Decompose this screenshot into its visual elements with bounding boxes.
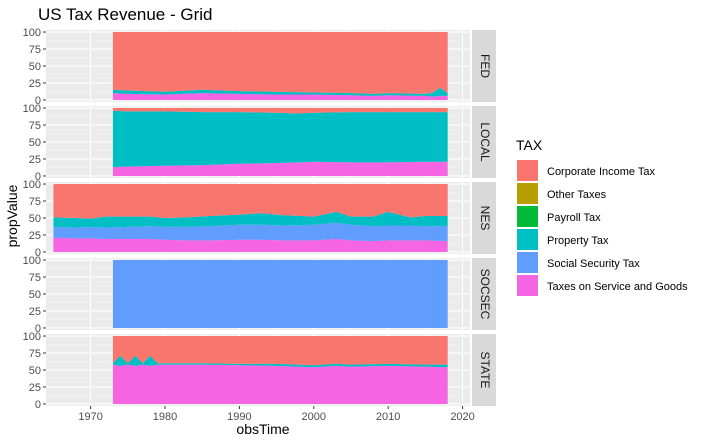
legend-key	[517, 275, 538, 296]
x-axis-label: obsTime	[236, 421, 289, 437]
area-taxes-on-service-and-goods	[112, 93, 448, 100]
y-tick-label: 0	[35, 323, 41, 335]
area-property-tax	[112, 355, 448, 368]
legend-key	[517, 206, 538, 227]
area-property-tax	[112, 110, 448, 168]
area-taxes-on-service-and-goods	[112, 364, 448, 404]
panel-fed: 0 25 50 75 100 FED	[23, 27, 496, 107]
y-tick-label: 25	[29, 154, 41, 166]
y-tick-label: 75	[29, 348, 41, 360]
y-tick-label: 0	[35, 399, 41, 411]
facet-strip	[472, 258, 496, 330]
area-corporate-income-tax	[112, 108, 448, 114]
panel-nes: 0 25 50 75 100 NES	[23, 179, 496, 259]
area-social-security-tax	[53, 222, 448, 242]
legend-label: Social Security Tax	[547, 258, 640, 270]
legend-label: Other Taxes	[547, 189, 607, 201]
y-tick-label: 100	[23, 27, 41, 39]
facet-strip	[472, 106, 496, 178]
y-tick-label: 100	[23, 103, 41, 115]
y-tick-label: 75	[29, 44, 41, 56]
x-axis: 1970 1980 1990 2000 2010 2020	[78, 406, 475, 423]
legend: TAX Corporate Income Tax Other Taxes Payro…	[516, 137, 688, 296]
x-tick-label: 1970	[78, 411, 102, 423]
panel-socsec: 0 25 50 75 100 SOCSEC	[23, 255, 496, 335]
area-corporate-income-tax	[53, 184, 448, 219]
facet-strip-label: FED	[478, 54, 492, 78]
x-tick-label: 1980	[153, 411, 177, 423]
y-tick-label: 75	[29, 120, 41, 132]
y-tick-label: 0	[35, 247, 41, 259]
y-tick-label: 75	[29, 272, 41, 284]
area-taxes-on-service-and-goods	[53, 237, 448, 252]
x-tick-label: 2000	[302, 411, 326, 423]
y-tick-label: 0	[35, 171, 41, 183]
legend-key	[517, 252, 538, 273]
facet-strip-label: NES	[478, 206, 492, 231]
facet-strip	[472, 182, 496, 254]
y-tick-label: 100	[23, 331, 41, 343]
y-tick-label: 50	[29, 137, 41, 149]
facet-strip-label: SOCSEC	[478, 269, 492, 320]
area-corporate-income-tax	[112, 32, 448, 94]
y-tick-label: 25	[29, 78, 41, 90]
y-tick-label: 25	[29, 230, 41, 242]
facet-strip-label: STATE	[478, 352, 492, 389]
y-tick-label: 25	[29, 382, 41, 394]
y-tick-label: 25	[29, 306, 41, 318]
facet-strip-label: LOCAL	[478, 122, 492, 162]
y-tick-label: 100	[23, 255, 41, 267]
x-tick-label: 2010	[376, 411, 400, 423]
chart-title: US Tax Revenue - Grid	[38, 5, 212, 24]
area-corporate-income-tax	[112, 336, 448, 366]
legend-label: Property Tax	[547, 235, 609, 247]
area-taxes-on-service-and-goods	[112, 161, 448, 176]
y-tick-label: 0	[35, 95, 41, 107]
y-tick-label: 75	[29, 196, 41, 208]
legend-key	[517, 183, 538, 204]
facet-strip	[472, 30, 496, 102]
panels: 0 25 50 75 100 FED 0 25 50 75 100 LOCAL 0 25 50 75 100 NE…	[23, 27, 496, 411]
legend-label: Payroll Tax	[547, 212, 601, 224]
legend-label: Corporate Income Tax	[547, 166, 656, 178]
y-axis-label: propValue	[4, 184, 20, 247]
y-tick-label: 50	[29, 213, 41, 225]
panel-local: 0 25 50 75 100 LOCAL	[23, 103, 496, 183]
facet-strip	[472, 334, 496, 406]
x-tick-label: 2020	[450, 411, 474, 423]
y-tick-label: 100	[23, 179, 41, 191]
legend-title: TAX	[516, 137, 543, 153]
y-tick-label: 50	[29, 61, 41, 73]
legend-key	[517, 160, 538, 181]
y-tick-label: 50	[29, 365, 41, 377]
x-tick-label: 1990	[227, 411, 251, 423]
legend-label: Taxes on Service and Goods	[547, 281, 688, 293]
area-property-tax	[53, 211, 448, 228]
legend-key	[517, 229, 538, 250]
panel-state: 0 25 50 75 100 STATE	[23, 331, 496, 411]
area-social-security-tax	[112, 260, 448, 328]
area-property-tax	[112, 87, 448, 97]
y-tick-label: 50	[29, 289, 41, 301]
